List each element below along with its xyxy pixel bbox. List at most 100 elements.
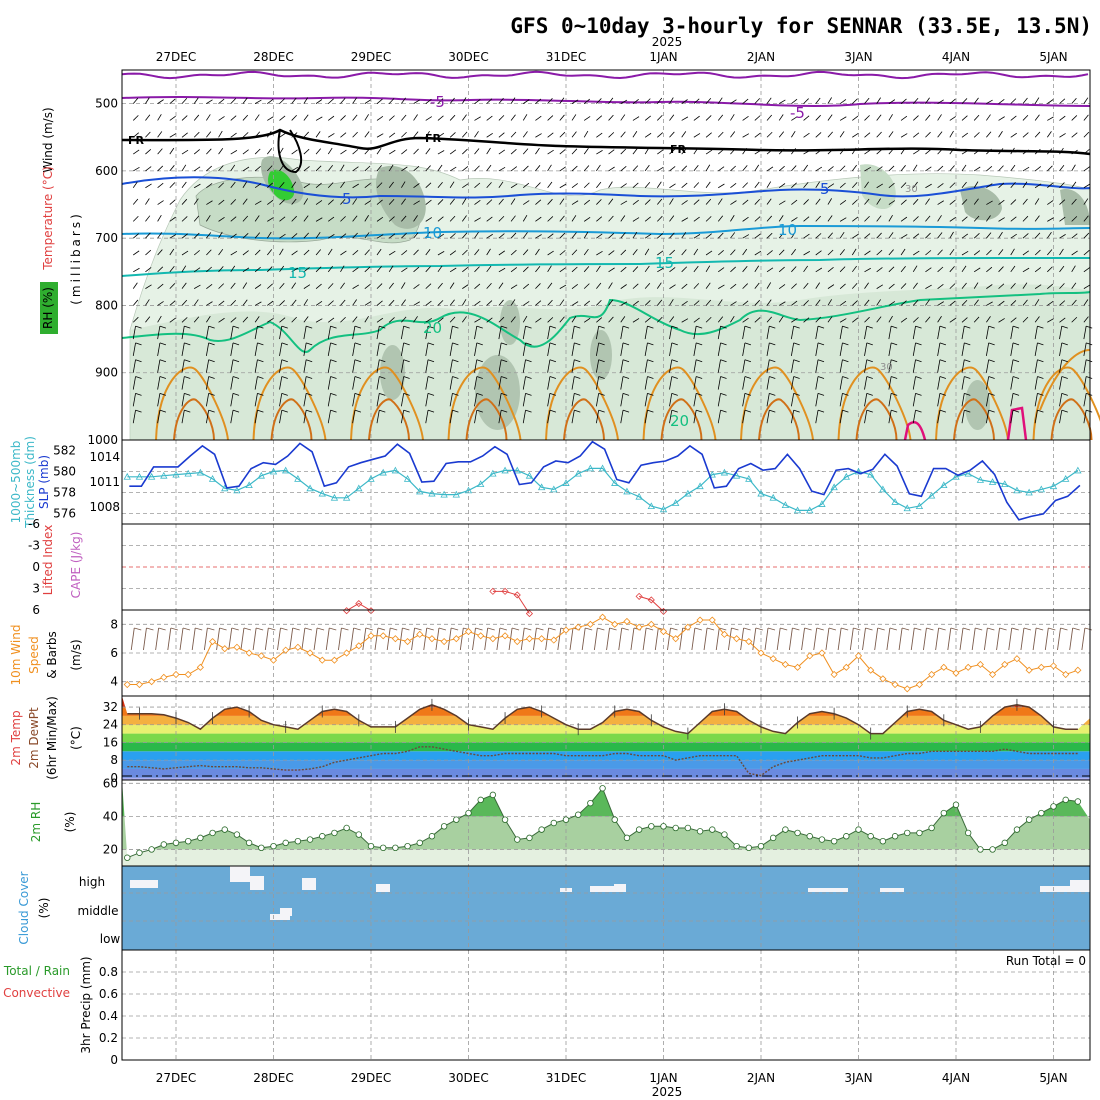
wind-barb xyxy=(254,200,262,205)
wind-barb xyxy=(535,300,542,306)
wind-barb xyxy=(1047,266,1053,273)
wind-barb xyxy=(157,165,164,172)
wind-barb xyxy=(510,198,516,205)
wind-barb xyxy=(401,131,407,138)
wind10m-barb-flag xyxy=(487,627,495,631)
wind-barb xyxy=(1010,326,1014,340)
wind-barb xyxy=(839,326,843,340)
wind-barb xyxy=(985,342,990,356)
wind10m-point xyxy=(1074,666,1082,674)
thickness-point xyxy=(830,483,838,491)
wind-barb xyxy=(669,131,675,138)
wind10m-barb xyxy=(935,627,940,651)
thickness-point xyxy=(1037,485,1045,493)
wind-barb xyxy=(608,232,615,239)
wind-barb-flag xyxy=(403,409,410,413)
wind-barb xyxy=(998,231,1003,239)
wind-barb xyxy=(766,215,773,222)
wind-barb xyxy=(486,248,491,256)
wind10m-barb-flag xyxy=(889,627,897,631)
wind-barb-flag xyxy=(671,359,678,363)
wind-barb xyxy=(291,299,297,306)
wind-barb xyxy=(267,283,273,289)
wind10m-barb-flag xyxy=(548,627,556,631)
wind10m-point xyxy=(1025,666,1033,674)
wind-barb xyxy=(1083,131,1090,138)
wind-barb xyxy=(1022,267,1030,273)
wind-barb xyxy=(1071,282,1077,289)
wind10m-barb-flag xyxy=(755,627,763,631)
wind-barb-flag xyxy=(671,409,678,413)
wind-barb xyxy=(1034,376,1038,390)
wind-barb xyxy=(730,249,736,256)
thickness-point xyxy=(647,502,655,510)
wind-barb-flag xyxy=(135,325,142,329)
wind-barb xyxy=(693,342,697,356)
wind-barb xyxy=(145,183,152,189)
wind-barb xyxy=(157,315,162,323)
thickness-point xyxy=(1013,486,1021,494)
wind-barb-flag xyxy=(257,376,264,379)
wind10m-point xyxy=(1049,662,1058,670)
cloud-gap xyxy=(302,878,316,890)
wind-barb-flag xyxy=(598,325,605,329)
wind-barb xyxy=(1034,410,1038,424)
wind-barb xyxy=(620,326,624,340)
wind-barb xyxy=(169,234,177,239)
wind-barb-flag xyxy=(915,376,922,379)
wind-barb xyxy=(254,232,261,239)
wind-barb xyxy=(766,299,772,306)
wind10m-barb xyxy=(520,627,525,651)
wind-barb-flag xyxy=(184,359,191,363)
wind-barb-flag xyxy=(208,392,215,396)
wind-barb xyxy=(559,114,565,121)
wind-barb xyxy=(547,115,554,121)
y-tick-label: 24 xyxy=(103,718,118,732)
upper-air-panel: FR FR FR -5 -5 5 5 10 10 15 15 20 20 30 … xyxy=(121,69,1100,441)
wind-barb xyxy=(279,164,285,172)
wind-barb xyxy=(400,376,405,390)
wind-barb xyxy=(132,132,140,138)
wind-barb xyxy=(547,410,551,424)
wind-barb xyxy=(1010,147,1015,155)
wind-barb-flag xyxy=(354,392,362,396)
wind10m-point xyxy=(867,666,875,674)
top-year-label: 2025 xyxy=(652,35,683,49)
thickness-point xyxy=(294,475,302,482)
wind-barb xyxy=(425,199,432,205)
wind-barb-flag xyxy=(135,376,142,379)
wind-barb xyxy=(742,133,750,138)
wind-barb xyxy=(132,181,138,188)
wind-barb xyxy=(474,148,480,155)
wind-barb xyxy=(681,266,688,273)
wind-barb-flag xyxy=(403,376,410,379)
wind-barb xyxy=(851,164,857,172)
wind-barb xyxy=(559,198,565,205)
wind-barb xyxy=(267,116,274,121)
wind-barb xyxy=(1083,183,1091,189)
wind-barb xyxy=(364,148,370,155)
wind-barb xyxy=(193,198,199,205)
wind-barb xyxy=(583,182,590,189)
rh2m-point xyxy=(1038,809,1045,817)
wind-barb xyxy=(413,114,418,121)
wind10m-barb-flag xyxy=(1036,627,1044,631)
wind-barb-flag xyxy=(208,325,215,329)
wind-barb xyxy=(206,114,211,121)
wind10m-barb xyxy=(423,627,428,651)
wind-barb xyxy=(1034,114,1040,121)
cloud-gap xyxy=(280,908,292,916)
wind-barb xyxy=(717,410,721,424)
wind-barb xyxy=(864,267,871,273)
thickness-point xyxy=(379,468,387,476)
wind10m-barb-flag xyxy=(1023,627,1032,631)
wind10m-barb xyxy=(1057,627,1061,651)
rh2m-point xyxy=(696,828,704,835)
wind-barb xyxy=(474,393,478,407)
wind-barb xyxy=(206,183,213,189)
wind-barb xyxy=(669,215,675,222)
wind-barb xyxy=(230,393,234,407)
wind-barb xyxy=(267,98,274,104)
wind-barb xyxy=(510,131,517,138)
wind-barb-flag xyxy=(671,342,678,346)
